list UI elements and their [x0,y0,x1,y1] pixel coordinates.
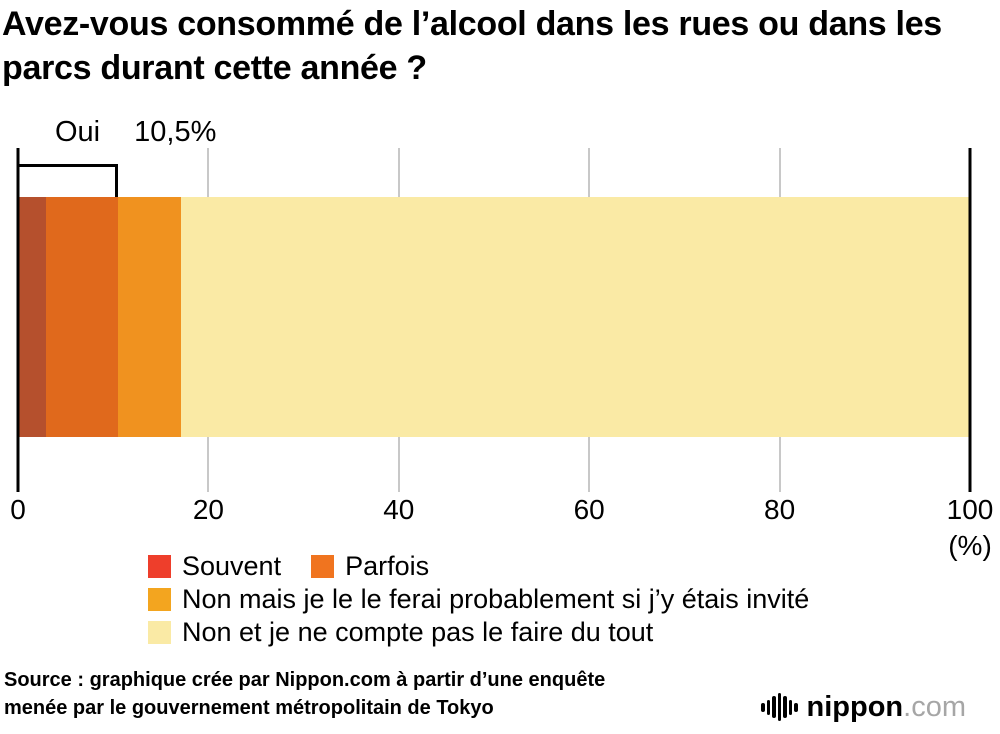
legend-row: Non mais je le le ferai probablement si … [148,583,839,616]
axis-boundary-line [968,148,972,492]
stacked-bar [18,197,970,437]
legend-item: Non et je ne compte pas le faire du tout [148,617,653,648]
x-tick-label: 0 [10,494,26,525]
bar-segment-3 [117,197,181,437]
legend-item: Parfois [311,551,429,582]
legend-label: Parfois [345,551,430,581]
x-axis-unit-label: (%) [948,530,992,561]
plot-area [16,148,972,492]
oui-value: 10,5% [134,116,217,148]
legend-item: Souvent [148,551,281,582]
legend-swatch-icon [148,621,171,644]
bar-segment-2 [45,197,118,437]
source-line-1: Source : graphique crée par Nippon.com à… [4,669,606,691]
soundwave-icon [761,693,798,721]
legend-label: Non mais je le le ferai probablement si … [182,584,810,614]
legend-item: Non mais je le le ferai probablement si … [148,584,809,615]
x-axis: 0 20 40 60 80 100 [10,494,993,526]
oui-bracket-end [114,164,118,197]
x-tick-label: 100 [946,494,994,525]
legend-swatch-icon [148,555,171,578]
legend-swatch-icon [311,555,335,578]
legend-swatch-icon [148,588,171,611]
x-tick-label: 80 [764,494,796,525]
oui-label: Oui [55,116,101,148]
logo-suffix-text: .com [903,690,966,723]
legend-row: Non et je ne compte pas le faire du tout [148,616,839,649]
axis-boundary-line [16,148,20,492]
bar-segment-1 [18,197,46,437]
bar-segment-4 [180,197,970,437]
x-tick-label: 40 [383,494,415,525]
x-tick-label: 20 [192,494,224,525]
legend-label: Non et je ne compte pas le faire du tout [182,617,654,647]
legend-label: Souvent [182,551,282,581]
chart-title: Avez-vous consommé de l’alcool dans les … [2,5,942,87]
legend-row: Souvent Parfois [148,550,839,583]
legend: Souvent Parfois Non mais je le le ferai pr… [148,550,839,649]
x-tick-label: 60 [573,494,605,525]
logo-brand-text: nippon [806,690,904,723]
source-note: Source : graphique crée par Nippon.com à… [4,666,605,722]
oui-bracket [18,164,118,167]
nippon-logo: nippon .com [761,690,966,724]
oui-annotation: Oui 10,5% [55,116,216,149]
source-line-2: menée par le gouvernement métropolitain … [4,697,494,719]
